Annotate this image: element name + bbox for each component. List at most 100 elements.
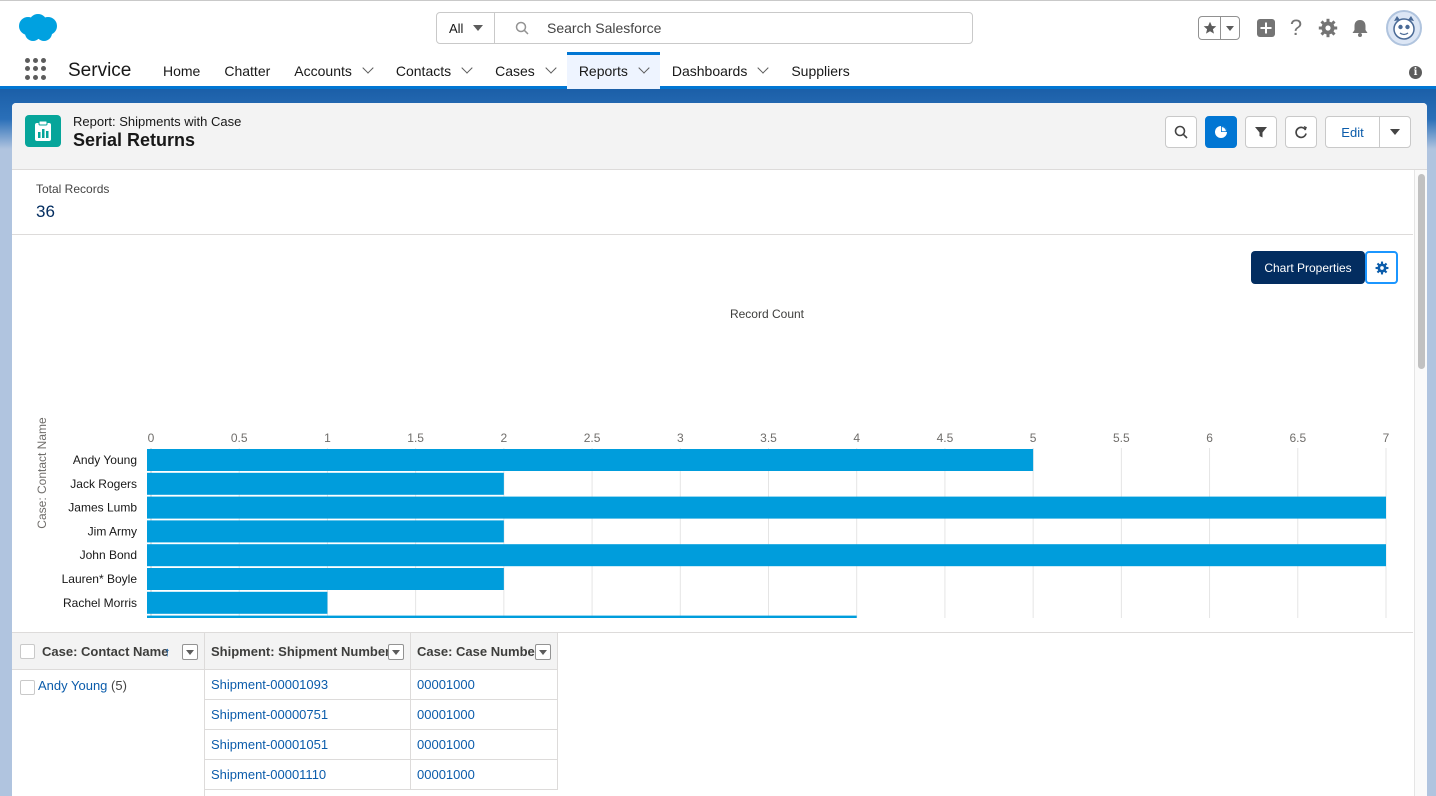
chart-x-axis-label: Record Count bbox=[730, 307, 805, 321]
chart-x-tick-label: 6.5 bbox=[1289, 431, 1306, 445]
search-report-button[interactable] bbox=[1165, 116, 1197, 148]
sort-ascending-icon[interactable]: ↑ bbox=[164, 643, 171, 659]
chevron-down-icon[interactable] bbox=[545, 62, 557, 74]
report-summary: Total Records 36 bbox=[12, 170, 1413, 235]
filter-button[interactable] bbox=[1245, 116, 1277, 148]
column-header-case-number[interactable]: Case: Case Number bbox=[411, 633, 558, 670]
avatar[interactable] bbox=[1386, 10, 1422, 46]
case-link[interactable]: 00001000 bbox=[417, 737, 475, 752]
chart-x-tick-label: 5.5 bbox=[1113, 431, 1130, 445]
shipment-link[interactable]: Shipment-00001110 bbox=[211, 767, 327, 782]
nav-item-label: Suppliers bbox=[791, 62, 850, 79]
navigation-bar: Service Home Chatter Accounts Contacts C… bbox=[0, 52, 1436, 89]
chart-y-category-label: Andy Young bbox=[73, 453, 137, 467]
chart-bar[interactable] bbox=[147, 472, 504, 495]
table-cell: Shipment-00001051 bbox=[205, 730, 411, 760]
chevron-down-icon[interactable] bbox=[757, 62, 770, 74]
chart-bar[interactable] bbox=[147, 591, 328, 614]
column-header-contact-name[interactable]: Case: Contact Name ↑ bbox=[12, 633, 205, 670]
global-actions-button[interactable] bbox=[1255, 17, 1277, 39]
help-button[interactable]: ? bbox=[1285, 17, 1307, 39]
nav-item-cases[interactable]: Cases bbox=[483, 52, 567, 89]
favorites-button[interactable] bbox=[1199, 17, 1221, 39]
chart-bar[interactable] bbox=[147, 615, 857, 618]
nav-item-reports[interactable]: Reports bbox=[566, 52, 660, 89]
gear-icon bbox=[1318, 18, 1338, 38]
caret-down-icon bbox=[1390, 129, 1400, 135]
case-link[interactable]: 00001000 bbox=[417, 767, 475, 782]
filter-icon bbox=[1255, 127, 1267, 138]
edit-button[interactable]: Edit bbox=[1326, 117, 1380, 147]
chart-y-category-label: Jack Rogers bbox=[70, 477, 137, 491]
chart-bar[interactable] bbox=[147, 520, 504, 543]
shipment-link[interactable]: Shipment-00001093 bbox=[211, 677, 329, 692]
chart-x-tick-label: 2 bbox=[501, 431, 508, 445]
search-field[interactable] bbox=[495, 13, 972, 43]
column-header-label: Case: Contact Name bbox=[42, 643, 169, 659]
nav-item-dashboards[interactable]: Dashboards bbox=[660, 52, 780, 89]
nav-item-contacts[interactable]: Contacts bbox=[384, 52, 483, 89]
chevron-down-icon[interactable] bbox=[638, 62, 650, 74]
app-launcher-button[interactable] bbox=[25, 58, 47, 80]
global-search: All bbox=[436, 12, 973, 44]
case-link[interactable]: 00001000 bbox=[417, 677, 475, 692]
refresh-button[interactable] bbox=[1285, 116, 1317, 148]
nav-item-home[interactable]: Home bbox=[151, 52, 212, 89]
report-type: Report: Shipments with Case bbox=[73, 114, 242, 129]
salesforce-logo[interactable] bbox=[16, 13, 60, 43]
scrollbar-thumb[interactable] bbox=[1418, 174, 1425, 369]
chart-y-axis-label: Case: Contact Name bbox=[35, 417, 49, 529]
caret-down-icon bbox=[473, 25, 484, 31]
chart-bar[interactable] bbox=[147, 544, 1386, 567]
chevron-down-icon[interactable] bbox=[461, 62, 473, 74]
caret-down-icon bbox=[392, 649, 400, 655]
chart-x-tick-label: 6 bbox=[1206, 431, 1213, 445]
notifications-button[interactable] bbox=[1349, 17, 1371, 39]
nav-item-label: Reports bbox=[578, 62, 628, 79]
nav-item-accounts[interactable]: Accounts bbox=[282, 52, 384, 89]
chart-x-tick-label: 7 bbox=[1383, 431, 1390, 445]
report-page: Report: Shipments with Case Serial Retur… bbox=[12, 103, 1427, 796]
nav-item-chatter[interactable]: Chatter bbox=[212, 52, 282, 89]
app-name: Service bbox=[68, 60, 132, 81]
nav-item-suppliers[interactable]: Suppliers bbox=[779, 52, 861, 89]
chart-x-tick-label: 1.5 bbox=[407, 431, 424, 445]
chart-x-tick-label: 3.5 bbox=[760, 431, 777, 445]
caret-down-icon bbox=[1226, 25, 1234, 31]
contact-link[interactable]: Andy Young bbox=[38, 678, 108, 693]
toggle-chart-button[interactable] bbox=[1205, 116, 1237, 148]
select-all-checkbox[interactable] bbox=[20, 644, 35, 659]
report-header: Report: Shipments with Case Serial Retur… bbox=[12, 103, 1427, 170]
column-menu-button[interactable] bbox=[535, 644, 551, 660]
nav-item-label: Cases bbox=[495, 62, 535, 79]
gear-icon bbox=[1375, 261, 1388, 274]
column-header-shipment-number[interactable]: Shipment: Shipment Number bbox=[205, 633, 411, 670]
favorites-list-button[interactable] bbox=[1221, 17, 1239, 39]
chevron-down-icon[interactable] bbox=[362, 62, 374, 74]
search-scope-dropdown[interactable]: All bbox=[437, 13, 495, 43]
info-icon[interactable]: i bbox=[1409, 66, 1422, 79]
chart-properties-button[interactable] bbox=[1365, 251, 1398, 284]
search-input[interactable] bbox=[547, 20, 927, 36]
chart-x-tick-label: 4 bbox=[853, 431, 860, 445]
shipment-link[interactable]: Shipment-00000751 bbox=[211, 707, 329, 722]
favorites-group bbox=[1198, 16, 1240, 40]
chart-bar[interactable] bbox=[147, 568, 504, 590]
case-link[interactable]: 00001000 bbox=[417, 707, 475, 722]
setup-button[interactable] bbox=[1317, 17, 1339, 39]
column-menu-button[interactable] bbox=[182, 644, 198, 660]
column-menu-button[interactable] bbox=[388, 644, 404, 660]
chart-y-category-label: Rachel Morris bbox=[63, 596, 137, 610]
chart-bar[interactable] bbox=[147, 449, 1034, 471]
clipboard-icon bbox=[35, 120, 51, 141]
row-checkbox[interactable] bbox=[20, 680, 35, 695]
nav-item-label: Dashboards bbox=[671, 62, 748, 79]
more-actions-button[interactable] bbox=[1380, 117, 1410, 147]
chart-bar[interactable] bbox=[147, 496, 1386, 519]
shipment-link[interactable]: Shipment-00001051 bbox=[211, 737, 329, 752]
nav-item-label: Accounts bbox=[294, 62, 352, 79]
total-records-label: Total Records bbox=[36, 182, 110, 196]
vertical-scrollbar[interactable] bbox=[1414, 170, 1427, 796]
table-cell: 00001000 bbox=[411, 730, 558, 760]
user-avatar-icon bbox=[1393, 16, 1415, 40]
